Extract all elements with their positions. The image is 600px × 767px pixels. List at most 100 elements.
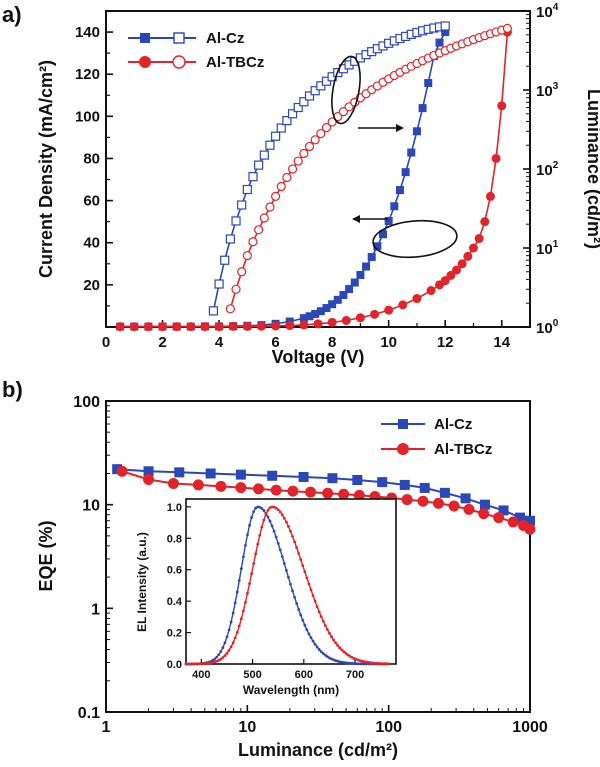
inset-data-point xyxy=(350,662,354,665)
data-point xyxy=(298,471,309,482)
inset-data-point xyxy=(342,661,346,664)
inset-data-point xyxy=(231,641,235,645)
inset-data-point xyxy=(385,662,389,666)
data-point xyxy=(305,312,314,321)
inset-data-point xyxy=(268,519,272,523)
data-point xyxy=(352,474,363,485)
current-density-annotation-ellipse xyxy=(372,219,458,259)
data-point xyxy=(270,484,282,496)
inset-data-point xyxy=(205,662,208,665)
inset-data-point xyxy=(254,506,258,510)
el-spectrum-inset: 400 500 600 700 0.0 0.2 0.4 0.6 0.8 1.0 Waveleng… xyxy=(135,498,397,697)
data-point xyxy=(237,267,247,277)
data-point xyxy=(228,321,238,331)
panel-b-y-ticks: 0.1 1 10 100 xyxy=(73,394,113,722)
data-point xyxy=(439,487,450,498)
y-right-tick-label: 102 xyxy=(536,160,559,179)
data-point xyxy=(474,234,484,244)
inset-data-point xyxy=(223,654,227,658)
data-point xyxy=(407,148,416,157)
data-point xyxy=(310,86,320,96)
inset-data-point xyxy=(266,515,270,519)
data-point xyxy=(172,322,182,332)
inset-data-point xyxy=(203,662,206,666)
data-point xyxy=(282,115,292,126)
inset-data-point xyxy=(311,639,315,643)
data-point xyxy=(287,164,298,174)
inset-data-point xyxy=(246,591,249,595)
data-point xyxy=(399,479,410,490)
inset-data-point xyxy=(305,628,309,632)
x-tick-label: 10 xyxy=(380,334,397,351)
inset-x-tick-label: 700 xyxy=(346,669,364,681)
panel-b-series xyxy=(112,464,536,535)
inset-data-point xyxy=(229,645,233,649)
inset-data-point xyxy=(282,516,286,520)
data-point xyxy=(395,186,404,195)
inset-data-point xyxy=(346,653,350,657)
data-point xyxy=(304,141,315,152)
data-point xyxy=(491,153,501,163)
data-point xyxy=(502,23,512,33)
inset-y-ticks: 0.0 0.2 0.4 0.6 0.8 1.0 xyxy=(167,502,191,671)
data-point xyxy=(401,494,413,506)
y-left-tick-label: 60 xyxy=(83,193,100,210)
data-point xyxy=(299,320,309,330)
inset-data-point xyxy=(358,662,362,666)
series-al-tbcz-eqe xyxy=(116,465,536,535)
inset-data-point xyxy=(231,611,235,615)
inset-data-point xyxy=(264,513,268,516)
data-point xyxy=(293,102,303,113)
inset-data-point xyxy=(262,509,266,512)
inset-data-point xyxy=(291,534,294,538)
inset-data-point xyxy=(244,543,247,547)
data-point xyxy=(448,500,460,512)
y-left-tick-label: 20 xyxy=(83,277,100,294)
panel-b-plot-frame xyxy=(105,400,531,713)
x-tick-label: 14 xyxy=(493,334,510,351)
inset-data-point xyxy=(207,661,210,665)
data-point xyxy=(524,523,536,535)
inset-data-point xyxy=(334,641,337,645)
panel-a-y-right-axis-label: Luminance (cd/m²) xyxy=(584,89,600,249)
inset-data-point xyxy=(305,576,309,580)
inset-data-point xyxy=(291,589,294,593)
inset-data-point xyxy=(330,635,333,639)
inset-data-point xyxy=(266,508,270,512)
inset-data-point xyxy=(233,601,237,605)
y-right-tick-label: 100 xyxy=(536,318,559,337)
inset-data-point xyxy=(244,600,247,604)
x-tick-label: 6 xyxy=(271,334,279,351)
x-tick-label: 8 xyxy=(328,334,336,351)
inset-data-point xyxy=(381,662,385,666)
data-point xyxy=(525,515,535,526)
data-point xyxy=(282,172,292,183)
y-right-tick-exponent: 2 xyxy=(553,160,559,171)
inset-data-point xyxy=(284,569,288,572)
legend-label-al-cz: Al-Cz xyxy=(434,416,472,433)
series-al-tbcz-current-density xyxy=(115,27,512,332)
data-point xyxy=(271,321,281,331)
inset-data-point xyxy=(371,661,374,665)
inset-data-point xyxy=(235,590,239,594)
legend-item-al-cz: Al-Cz xyxy=(381,416,472,433)
inset-data-point xyxy=(250,516,253,519)
y-tick-label: 0.1 xyxy=(78,705,100,722)
data-point xyxy=(493,512,505,524)
data-point xyxy=(479,499,490,510)
data-point xyxy=(293,156,303,166)
data-point xyxy=(384,305,394,315)
inset-y-axis-label: EL Intensity (a.u.) xyxy=(135,532,149,632)
data-point xyxy=(452,265,462,275)
data-point xyxy=(373,242,382,251)
panel-a-label: a) xyxy=(2,2,22,27)
data-point xyxy=(478,508,490,520)
inset-data-point xyxy=(246,533,249,537)
inset-data-point xyxy=(287,525,290,528)
inset-data-point xyxy=(260,525,264,529)
x-tick-label: 12 xyxy=(437,334,454,351)
inset-data-point xyxy=(387,662,391,666)
data-point xyxy=(192,479,204,491)
inset-series xyxy=(184,505,391,666)
data-point xyxy=(377,477,388,488)
